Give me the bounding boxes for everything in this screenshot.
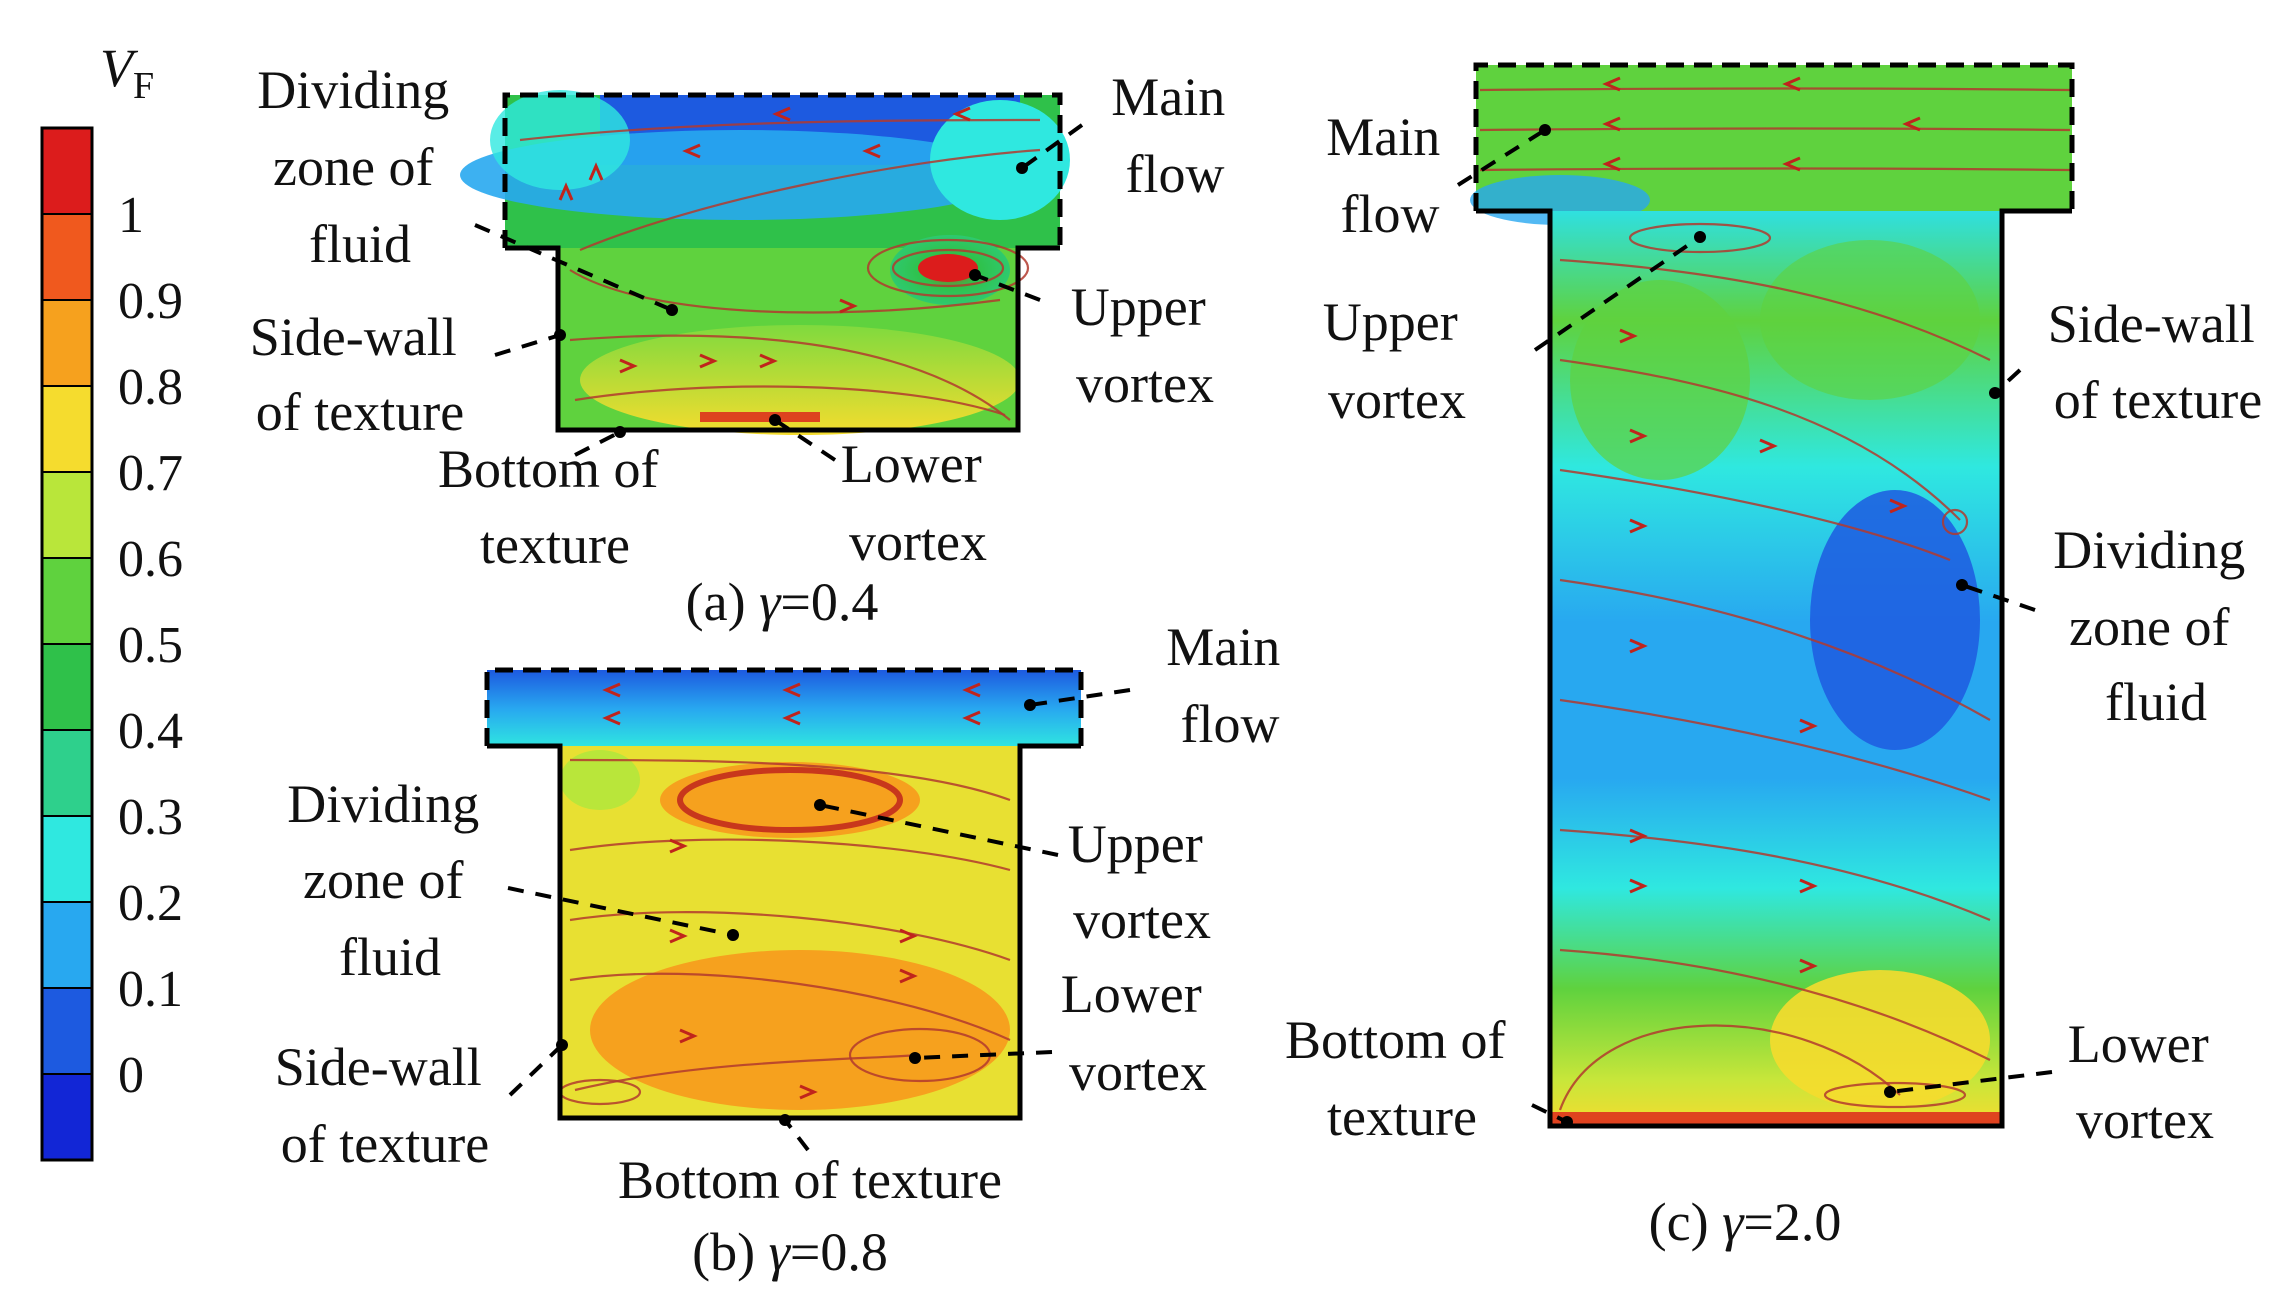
colorbar-swatch xyxy=(42,558,92,645)
colorbar-tick-label: 0.6 xyxy=(118,531,183,588)
colorbar-swatch xyxy=(42,988,92,1075)
colorbar-tick-label: 0.8 xyxy=(118,359,183,416)
panel-b-side-wall-label: Side-wall of texture xyxy=(275,1037,495,1174)
panel-b-bottom-label: Bottom of texture xyxy=(618,1150,1002,1210)
colorbar-tick-labels: 1 0.9 0.8 0.7 0.6 0.5 0.4 0.3 0.2 0.1 0 xyxy=(118,187,183,1104)
panel-c-dividing-zone-label: Dividing zone of fluid xyxy=(2053,520,2259,732)
panel-c-upper-vortex-label: Upper vortex xyxy=(1323,292,1471,430)
colorbar-swatches xyxy=(42,128,92,1161)
panel-a-upper-vortex-label: Upper vortex xyxy=(1071,277,1219,414)
panel-c-side-wall-label: Side-wall of texture xyxy=(2048,294,2268,430)
colorbar-title: VF xyxy=(100,38,154,107)
panel-a-main-flow-label: Main flow xyxy=(1111,67,1239,204)
panel-c-bottom-label: Bottom of texture xyxy=(1285,1010,1519,1147)
colorbar-swatch xyxy=(42,816,92,903)
colorbar-swatch xyxy=(42,472,92,559)
panel-b-upper-vortex-label: Upper vortex xyxy=(1068,814,1216,950)
panel-c: Main flow Upper vortex Side-wall of text… xyxy=(1285,62,2268,1252)
panel-a-bottom-label: Bottom of texture xyxy=(438,439,672,575)
colorbar-swatch xyxy=(42,730,92,817)
panel-b-lower-vortex-label: Lower vortex xyxy=(1061,964,1215,1102)
colorbar: VF 1 0.9 0.8 0.7 0.6 0.5 0.4 0.3 0.2 0.1 0 xyxy=(40,38,183,1162)
panel-b-dividing-zone-label: Dividing zone of fluid xyxy=(287,774,493,987)
panel-b: Main flow Dividing zone of fluid Upper v… xyxy=(275,617,1294,1282)
panel-a: Dividing zone of fluid Main flow Upper v… xyxy=(250,60,1239,632)
panel-b-main-flow-label: Main flow xyxy=(1166,617,1294,754)
colorbar-tick-label: 0.7 xyxy=(118,445,183,502)
colorbar-tick-label: 0.2 xyxy=(118,875,183,932)
colorbar-tick-label: 1 xyxy=(118,187,144,244)
colorbar-swatch xyxy=(42,644,92,731)
colorbar-swatch xyxy=(42,128,92,215)
panel-a-side-wall-label: Side-wall of texture xyxy=(250,307,470,442)
colorbar-tick-label: 0.3 xyxy=(118,789,183,846)
panel-c-caption: (c) γ=2.0 xyxy=(1649,1192,1842,1252)
colorbar-swatch xyxy=(42,1074,92,1161)
colorbar-swatch xyxy=(42,902,92,989)
colorbar-swatch xyxy=(42,386,92,473)
colorbar-tick-label: 0.5 xyxy=(118,617,183,674)
colorbar-tick-label: 0 xyxy=(118,1047,144,1104)
panel-b-caption: (b) γ=0.8 xyxy=(692,1222,888,1282)
colorbar-swatch xyxy=(42,300,92,387)
colorbar-swatch xyxy=(42,214,92,301)
panel-a-dividing-zone-label: Dividing zone of fluid xyxy=(257,60,463,274)
colorbar-tick-label: 0.4 xyxy=(118,703,183,760)
colorbar-tick-label: 0.1 xyxy=(118,961,183,1018)
colorbar-tick-label: 0.9 xyxy=(118,273,183,330)
panel-a-caption: (a) γ=0.4 xyxy=(686,572,879,632)
panel-c-lower-vortex-label: Lower vortex xyxy=(2068,1014,2222,1150)
panel-a-lower-vortex-label: Lower vortex xyxy=(841,434,995,572)
panel-c-main-flow-label: Main flow xyxy=(1326,107,1454,244)
